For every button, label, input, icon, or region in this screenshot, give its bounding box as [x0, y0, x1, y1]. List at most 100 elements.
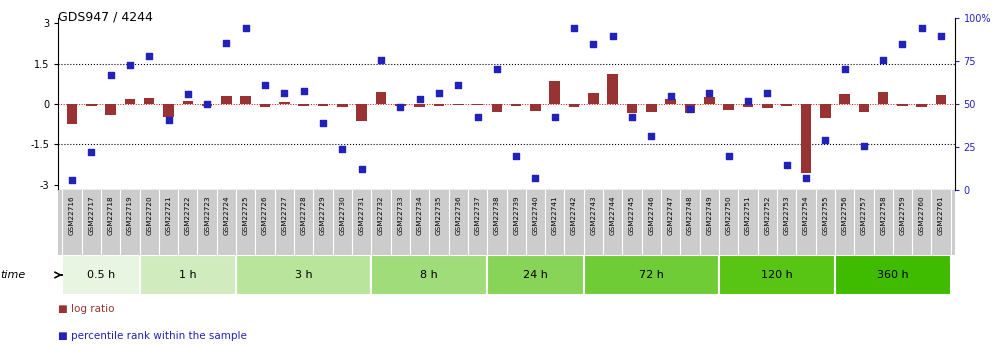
Point — [257, 82, 273, 87]
Point — [373, 58, 389, 63]
Bar — [372, 255, 487, 295]
Point — [798, 176, 814, 181]
Text: GSM22736: GSM22736 — [455, 195, 461, 235]
Bar — [182, 101, 193, 104]
Point — [585, 41, 601, 47]
Point — [103, 72, 119, 78]
Bar — [163, 104, 174, 117]
Point — [141, 53, 157, 58]
Text: GSM22750: GSM22750 — [726, 195, 732, 235]
Text: ■ log ratio: ■ log ratio — [58, 304, 115, 314]
Point — [933, 33, 950, 39]
Bar — [607, 75, 618, 104]
Text: GSM22746: GSM22746 — [649, 195, 655, 235]
Point — [547, 114, 563, 120]
Text: GSM22756: GSM22756 — [842, 195, 848, 235]
Point — [84, 150, 100, 155]
Point — [721, 153, 737, 158]
Point — [393, 105, 409, 110]
Text: GSM22723: GSM22723 — [204, 195, 210, 235]
Text: GSM22733: GSM22733 — [398, 195, 403, 235]
Text: GDS947 / 4244: GDS947 / 4244 — [58, 10, 153, 23]
Bar — [936, 96, 947, 104]
Text: 3 h: 3 h — [295, 270, 312, 280]
Text: GSM22757: GSM22757 — [861, 195, 867, 235]
Text: GSM22728: GSM22728 — [301, 195, 307, 235]
Bar — [279, 102, 290, 104]
Text: GSM22761: GSM22761 — [939, 195, 945, 235]
Text: GSM22739: GSM22739 — [514, 195, 520, 235]
Text: GSM22724: GSM22724 — [224, 195, 230, 235]
Text: ■ percentile rank within the sample: ■ percentile rank within the sample — [58, 331, 248, 341]
Point — [431, 90, 447, 96]
Bar — [666, 99, 676, 104]
Point — [315, 121, 331, 126]
Bar — [588, 93, 599, 104]
Bar — [201, 104, 212, 106]
Text: GSM22759: GSM22759 — [899, 195, 905, 235]
Text: GSM22742: GSM22742 — [571, 195, 577, 235]
Point — [759, 90, 775, 96]
Point — [296, 88, 312, 94]
Point — [353, 166, 370, 171]
Point — [566, 26, 582, 31]
Point — [894, 41, 910, 47]
Text: GSM22718: GSM22718 — [108, 195, 114, 235]
Bar — [839, 94, 850, 104]
Bar — [241, 97, 251, 104]
Point — [817, 137, 833, 142]
Text: GSM22744: GSM22744 — [610, 195, 615, 235]
Text: GSM22738: GSM22738 — [493, 195, 499, 235]
Point — [469, 114, 485, 120]
Bar — [820, 104, 831, 118]
Bar — [916, 104, 927, 107]
Text: GSM22748: GSM22748 — [687, 195, 693, 235]
Text: GSM22730: GSM22730 — [339, 195, 345, 235]
Bar — [742, 104, 753, 107]
Text: GSM22716: GSM22716 — [68, 195, 75, 235]
Text: 120 h: 120 h — [761, 270, 793, 280]
Bar — [569, 104, 579, 107]
Text: 8 h: 8 h — [420, 270, 438, 280]
Point — [778, 162, 795, 168]
Point — [624, 114, 640, 120]
Bar — [62, 255, 140, 295]
Bar — [859, 104, 869, 111]
Point — [160, 117, 176, 123]
Bar — [487, 255, 584, 295]
Text: GSM22749: GSM22749 — [706, 195, 712, 235]
Bar — [125, 99, 135, 104]
Text: GSM22752: GSM22752 — [764, 195, 770, 235]
Point — [528, 176, 544, 181]
Point — [509, 153, 525, 158]
Text: 72 h: 72 h — [639, 270, 664, 280]
Point — [913, 26, 929, 31]
Point — [643, 134, 660, 139]
Point — [412, 96, 428, 102]
Text: GSM22726: GSM22726 — [262, 195, 268, 235]
Bar — [298, 104, 309, 106]
Bar — [511, 104, 522, 106]
Text: GSM22751: GSM22751 — [745, 195, 751, 235]
Bar — [236, 255, 372, 295]
Text: GSM22721: GSM22721 — [165, 195, 171, 235]
Point — [856, 143, 872, 149]
Point — [450, 82, 466, 87]
Text: GSM22719: GSM22719 — [127, 195, 133, 235]
Point — [276, 90, 292, 96]
Bar — [86, 104, 97, 106]
Text: 360 h: 360 h — [877, 270, 908, 280]
Text: GSM22758: GSM22758 — [880, 195, 886, 235]
Bar — [584, 255, 719, 295]
Bar — [395, 104, 406, 106]
Bar — [66, 104, 78, 124]
Point — [837, 66, 853, 71]
Bar — [685, 104, 695, 112]
Point — [334, 146, 350, 152]
Point — [238, 26, 254, 31]
Point — [701, 90, 717, 96]
Bar — [719, 255, 835, 295]
Text: GSM22740: GSM22740 — [533, 195, 539, 235]
Bar — [453, 104, 463, 105]
Text: GSM22725: GSM22725 — [243, 195, 249, 235]
